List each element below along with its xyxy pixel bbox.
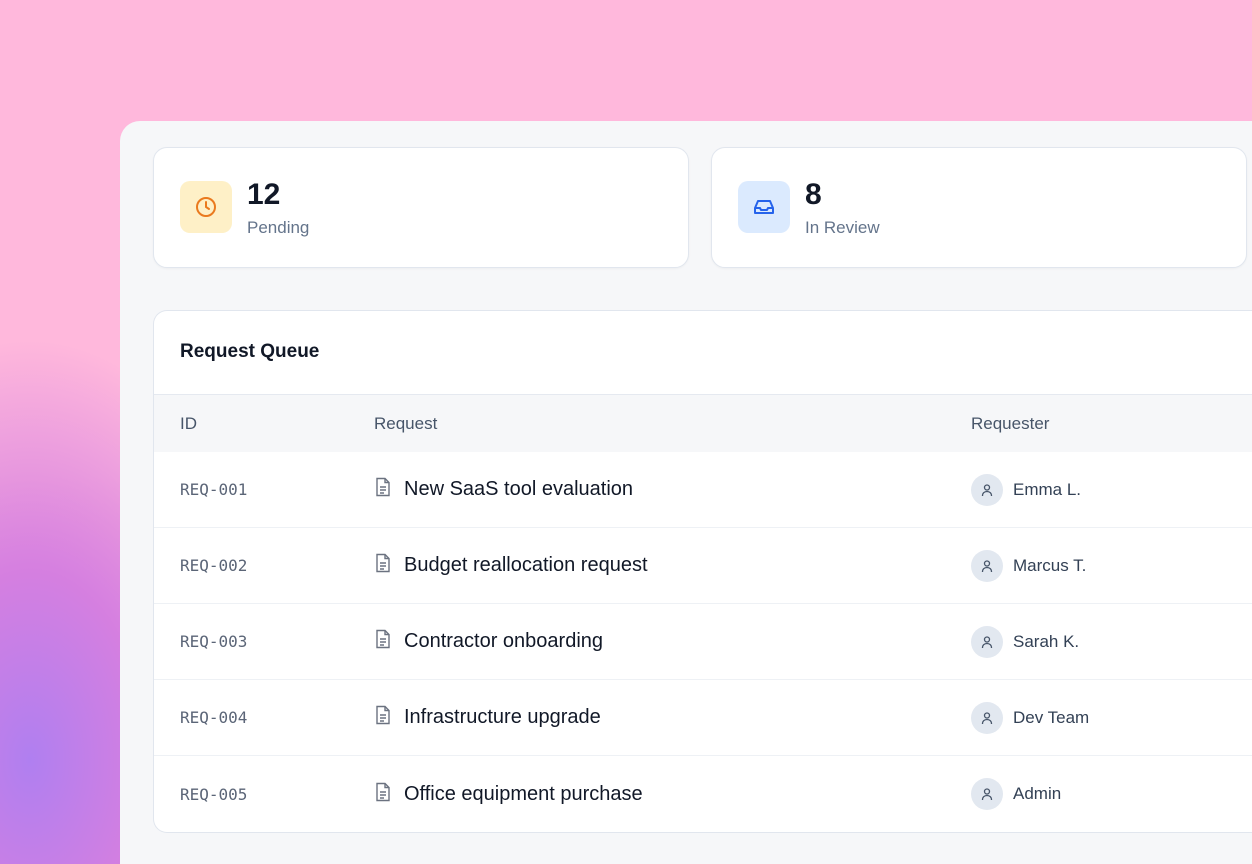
request-title: New SaaS tool evaluation: [404, 478, 634, 500]
document-icon: [374, 477, 392, 502]
table-row[interactable]: REQ-003 Contractor onboarding Sarah K.: [154, 604, 1252, 680]
request-id: REQ-003: [180, 632, 248, 651]
requester-cell: Marcus T.: [971, 549, 1211, 582]
request-id: REQ-004: [180, 708, 248, 727]
request-queue-table: Request Queue ID Request Requester REQ-0…: [153, 310, 1252, 833]
table-row[interactable]: REQ-004 Infrastructure upgrade Dev Team: [154, 680, 1252, 756]
clock-icon: [180, 181, 232, 233]
main-panel: 12 Pending 8 In Review Request Queue ID …: [120, 121, 1252, 864]
request-cell: Office equipment purchase: [374, 782, 971, 807]
stat-card-pending[interactable]: 12 Pending: [153, 147, 689, 268]
requester-name: Sarah K.: [1013, 631, 1080, 651]
request-cell: Budget reallocation request: [374, 553, 971, 578]
requester-cell: Admin: [971, 778, 1211, 810]
request-id: REQ-005: [180, 784, 248, 804]
column-id[interactable]: ID: [180, 413, 197, 433]
table-row[interactable]: REQ-001 New SaaS tool evaluation Emma L.: [154, 452, 1252, 528]
requester-cell: Dev Team: [971, 701, 1211, 734]
user-icon: [971, 778, 1003, 810]
document-icon: [374, 629, 392, 654]
user-icon: [971, 549, 1003, 582]
table-row[interactable]: REQ-002 Budget reallocation request Marc…: [154, 528, 1252, 604]
requester-name: Dev Team: [1013, 707, 1090, 727]
stat-value: 12: [247, 178, 281, 211]
document-icon: [374, 705, 392, 730]
request-title: Infrastructure upgrade: [404, 706, 601, 728]
column-requester[interactable]: Requester: [971, 413, 1050, 433]
table-title: Request Queue: [154, 311, 1252, 395]
request-title: Contractor onboarding: [404, 630, 604, 652]
requester-name: Marcus T.: [1013, 555, 1087, 575]
request-cell: New SaaS tool evaluation: [374, 477, 971, 502]
user-icon: [971, 701, 1003, 734]
column-request[interactable]: Request: [374, 413, 438, 433]
requester-name: Admin: [1013, 784, 1062, 803]
table-header: ID Request Requester: [154, 395, 1252, 452]
document-icon: [374, 782, 392, 807]
stat-label: In Review: [805, 218, 880, 237]
request-id: REQ-002: [180, 556, 248, 575]
user-icon: [971, 473, 1003, 506]
requester-name: Emma L.: [1013, 479, 1082, 499]
document-icon: [374, 553, 392, 578]
request-title: Budget reallocation request: [404, 554, 648, 576]
table-row[interactable]: REQ-005 Office equipment purchase Admin: [154, 756, 1252, 832]
request-cell: Infrastructure upgrade: [374, 705, 971, 730]
requester-cell: Sarah K.: [971, 625, 1211, 658]
stat-card-in-review[interactable]: 8 In Review: [711, 147, 1247, 268]
request-title: Office equipment purchase: [404, 782, 643, 805]
requester-cell: Emma L.: [971, 473, 1211, 506]
stat-label: Pending: [247, 218, 310, 237]
inbox-icon: [738, 181, 790, 233]
request-cell: Contractor onboarding: [374, 629, 971, 654]
user-icon: [971, 625, 1003, 658]
stat-value: 8: [805, 178, 822, 211]
request-id: REQ-001: [180, 480, 248, 499]
